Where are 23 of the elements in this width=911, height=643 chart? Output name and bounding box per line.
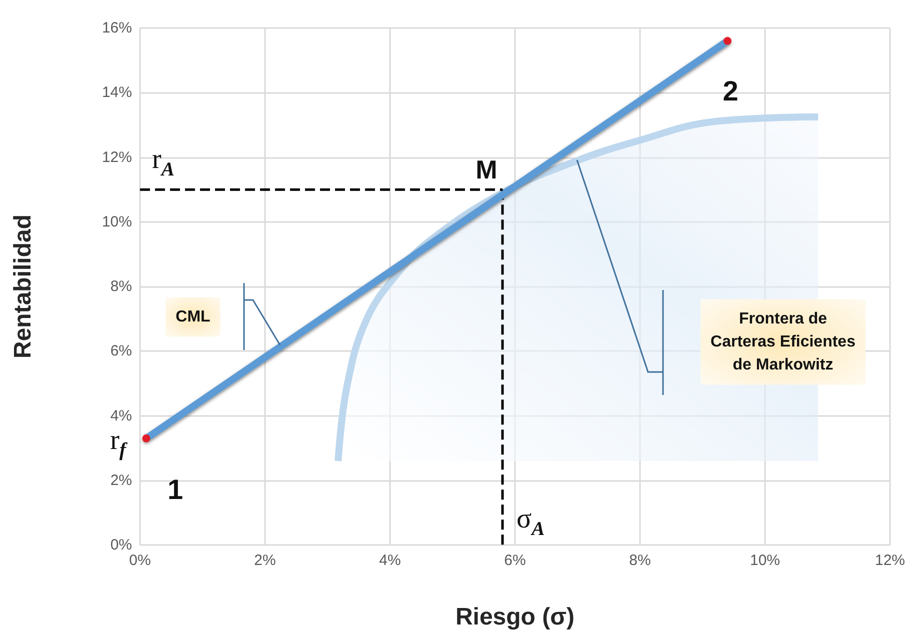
x-tick-label: 2%	[254, 552, 276, 569]
annotation: M	[476, 154, 498, 185]
x-tick-label: 12%	[874, 552, 906, 569]
annotation: CML	[176, 308, 211, 326]
annotation: Frontera de Carteras Eficientes de Markowitz	[710, 310, 856, 374]
annotation: 2	[722, 75, 738, 106]
annotation: 1	[167, 474, 184, 505]
y-axis-title: Rentabilidad	[10, 214, 36, 359]
x-tick-label: 10%	[750, 552, 780, 569]
y-tick-label: 2%	[110, 472, 132, 489]
x-tick-label: 0%	[129, 552, 151, 569]
x-tick-label: 6%	[504, 552, 526, 569]
y-tick-label: 10%	[102, 213, 132, 230]
y-tick-label: 8%	[110, 278, 132, 295]
y-tick-label: 12%	[102, 148, 132, 166]
y-tick-label: 0%	[110, 536, 132, 554]
x-axis-title: Riesgo (σ)	[455, 604, 575, 630]
x-tick-label: 4%	[379, 552, 401, 569]
y-tick-label: 6%	[110, 342, 132, 360]
y-tick-label: 4%	[110, 407, 132, 424]
y-tick-label: 16%	[102, 20, 132, 36]
y-tick-label: 14%	[102, 84, 132, 102]
x-tick-label: 8%	[629, 552, 651, 569]
